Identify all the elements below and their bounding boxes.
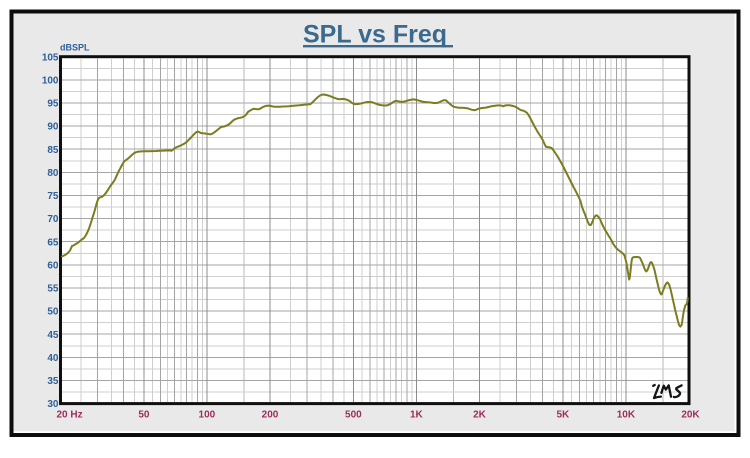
svg-text:45: 45 <box>47 330 59 341</box>
svg-text:5K: 5K <box>557 410 571 421</box>
svg-text:2K: 2K <box>473 410 487 421</box>
svg-text:10K: 10K <box>617 410 636 421</box>
svg-text:100: 100 <box>199 410 216 421</box>
svg-text:40: 40 <box>47 353 59 364</box>
svg-text:105: 105 <box>42 52 59 63</box>
svg-text:200: 200 <box>262 410 279 421</box>
svg-text:75: 75 <box>47 191 59 202</box>
svg-text:50: 50 <box>138 410 150 421</box>
svg-text:dBSPL: dBSPL <box>60 42 90 52</box>
svg-text:65: 65 <box>47 237 59 248</box>
svg-text:35: 35 <box>47 376 59 387</box>
svg-text:85: 85 <box>47 145 59 156</box>
svg-text:95: 95 <box>47 99 59 110</box>
svg-text:55: 55 <box>47 284 59 295</box>
svg-text:30: 30 <box>47 399 59 410</box>
svg-text:500: 500 <box>345 410 362 421</box>
svg-text:20K: 20K <box>681 410 700 421</box>
svg-text:70: 70 <box>47 214 59 225</box>
svg-text:80: 80 <box>47 168 59 179</box>
svg-text:90: 90 <box>47 122 59 133</box>
svg-text:50: 50 <box>47 307 59 318</box>
svg-text:20: 20 <box>56 410 68 421</box>
svg-text:1K: 1K <box>410 410 424 421</box>
svg-text:SPL vs Freq: SPL vs Freq <box>303 21 447 49</box>
svg-text:60: 60 <box>47 260 59 271</box>
svg-text:Hz: Hz <box>70 410 82 421</box>
svg-text:100: 100 <box>42 75 59 86</box>
